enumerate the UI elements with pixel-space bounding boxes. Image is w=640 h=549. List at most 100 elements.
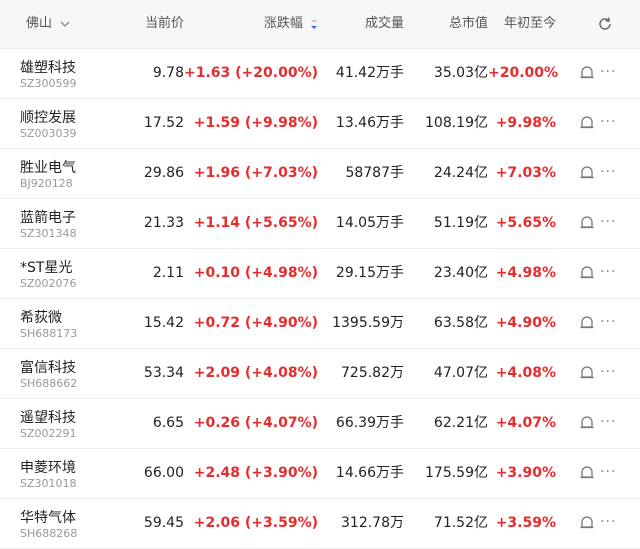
stock-name[interactable]: 申菱环境: [20, 460, 76, 476]
more-icon[interactable]: ···: [600, 414, 617, 430]
table-row[interactable]: 希荻微 SH688173 15.42 +0.72 (+4.90%) 1395.5…: [0, 299, 640, 349]
table-row[interactable]: 雄塑科技 SZ300599 9.78 +1.63 (+20.00%) 41.42…: [0, 49, 640, 99]
change-value: +0.10 (+4.98%): [193, 265, 318, 281]
ytd-value: +4.07%: [495, 415, 556, 431]
more-icon[interactable]: ···: [600, 264, 617, 280]
volume-value: 29.15万手: [335, 265, 404, 281]
table-row[interactable]: 胜业电气 BJ920128 29.86 +1.96 (+7.03%) 58787…: [0, 149, 640, 199]
market-cap-value: 108.19亿: [425, 115, 488, 131]
table-row[interactable]: 华特气体 SH688268 59.45 +2.06 (+3.59%) 312.7…: [0, 499, 640, 549]
more-icon[interactable]: ···: [600, 464, 617, 480]
row-actions: ···: [570, 399, 640, 448]
bell-icon[interactable]: [578, 364, 596, 382]
column-header-change[interactable]: 涨跌幅: [184, 0, 318, 48]
more-icon[interactable]: ···: [600, 164, 617, 180]
change-value: +1.14 (+5.65%): [193, 215, 318, 231]
stock-cell[interactable]: 富信科技 SH688662: [20, 349, 130, 398]
bell-icon[interactable]: [578, 214, 596, 232]
volume-value: 66.39万手: [335, 415, 404, 431]
row-actions: ···: [570, 299, 640, 348]
stock-cell[interactable]: 蓝箭电子 SZ301348: [20, 199, 130, 248]
table-row[interactable]: 申菱环境 SZ301018 66.00 +2.48 (+3.90%) 14.66…: [0, 449, 640, 499]
change-value: +2.48 (+3.90%): [193, 465, 318, 481]
bell-icon[interactable]: [578, 164, 596, 182]
stock-code: SZ002291: [20, 427, 77, 440]
change-value: +0.26 (+4.07%): [193, 415, 318, 431]
market-cap-value: 24.24亿: [433, 165, 488, 181]
volume-value: 14.66万手: [335, 465, 404, 481]
stock-name[interactable]: 华特气体: [20, 510, 76, 526]
price-value: 21.33: [143, 215, 184, 231]
more-icon[interactable]: ···: [600, 64, 617, 80]
price-value: 2.11: [152, 265, 184, 281]
more-icon[interactable]: ···: [600, 214, 617, 230]
stock-code: BJ920128: [20, 177, 73, 190]
refresh-icon[interactable]: [597, 16, 613, 32]
region-label: 佛山: [26, 16, 53, 31]
change-value: +1.59 (+9.98%): [193, 115, 318, 131]
bell-icon[interactable]: [578, 514, 596, 532]
change-value: +2.09 (+4.08%): [193, 365, 318, 381]
more-icon[interactable]: ···: [600, 114, 617, 130]
column-header-market-cap[interactable]: 总市值: [448, 16, 488, 31]
bell-icon[interactable]: [578, 64, 596, 82]
ytd-value: +4.98%: [495, 265, 556, 281]
table-row[interactable]: 顺控发展 SZ003039 17.52 +1.59 (+9.98%) 13.46…: [0, 99, 640, 149]
change-value: +2.06 (+3.59%): [193, 515, 318, 531]
table-row[interactable]: 遥望科技 SZ002291 6.65 +0.26 (+4.07%) 66.39万…: [0, 399, 640, 449]
table-body: 雄塑科技 SZ300599 9.78 +1.63 (+20.00%) 41.42…: [0, 49, 640, 549]
table-row[interactable]: 蓝箭电子 SZ301348 21.33 +1.14 (+5.65%) 14.05…: [0, 199, 640, 249]
bell-icon[interactable]: [578, 264, 596, 282]
ytd-value: +3.90%: [495, 465, 556, 481]
more-icon[interactable]: ···: [600, 314, 617, 330]
row-actions: ···: [570, 499, 640, 548]
price-value: 29.86: [143, 165, 184, 181]
stock-name[interactable]: 顺控发展: [20, 110, 76, 126]
region-filter[interactable]: 佛山: [26, 0, 136, 48]
stock-code: SZ003039: [20, 127, 77, 140]
ytd-value: +3.59%: [495, 515, 556, 531]
bell-icon[interactable]: [578, 414, 596, 432]
row-actions: ···: [570, 449, 640, 498]
column-header-volume[interactable]: 成交量: [364, 16, 404, 31]
stock-cell[interactable]: 遥望科技 SZ002291: [20, 399, 130, 448]
stock-code: SH688173: [20, 327, 78, 340]
stock-name[interactable]: 胜业电气: [20, 160, 76, 176]
bell-icon[interactable]: [578, 114, 596, 132]
stock-cell[interactable]: 希荻微 SH688173: [20, 299, 130, 348]
bell-icon[interactable]: [578, 464, 596, 482]
column-header-ytd[interactable]: 年初至今: [503, 16, 556, 31]
stock-name[interactable]: 蓝箭电子: [20, 210, 76, 226]
price-value: 15.42: [143, 315, 184, 331]
more-icon[interactable]: ···: [600, 514, 617, 530]
table-row[interactable]: *ST星光 SZ002076 2.11 +0.10 (+4.98%) 29.15…: [0, 249, 640, 299]
stock-name[interactable]: 富信科技: [20, 360, 76, 376]
volume-value: 14.05万手: [335, 215, 404, 231]
stock-code: SH688662: [20, 377, 78, 390]
market-cap-value: 23.40亿: [433, 265, 488, 281]
stock-name[interactable]: 雄塑科技: [20, 60, 76, 76]
volume-value: 58787手: [345, 165, 404, 181]
more-icon[interactable]: ···: [600, 364, 617, 380]
ytd-value: +5.65%: [495, 215, 556, 231]
column-header-price[interactable]: 当前价: [144, 16, 184, 31]
stock-name[interactable]: 遥望科技: [20, 410, 76, 426]
table-row[interactable]: 富信科技 SH688662 53.34 +2.09 (+4.08%) 725.8…: [0, 349, 640, 399]
stock-cell[interactable]: 胜业电气 BJ920128: [20, 149, 130, 198]
stock-name[interactable]: *ST星光: [20, 260, 73, 276]
volume-value: 1395.59万: [332, 315, 404, 331]
change-header-label: 涨跌幅: [263, 16, 303, 31]
price-value: 53.34: [143, 365, 184, 381]
bell-icon[interactable]: [578, 314, 596, 332]
stock-cell[interactable]: 申菱环境 SZ301018: [20, 449, 130, 498]
stock-cell[interactable]: *ST星光 SZ002076: [20, 249, 130, 298]
stock-cell[interactable]: 顺控发展 SZ003039: [20, 99, 130, 148]
stock-cell[interactable]: 雄塑科技 SZ300599: [20, 49, 130, 98]
stock-name[interactable]: 希荻微: [20, 310, 62, 326]
stock-code: SZ301018: [20, 477, 77, 490]
chevron-down-icon: [60, 21, 70, 27]
price-value: 66.00: [143, 465, 184, 481]
ytd-value: +4.08%: [495, 365, 556, 381]
volume-value: 13.46万手: [335, 115, 404, 131]
